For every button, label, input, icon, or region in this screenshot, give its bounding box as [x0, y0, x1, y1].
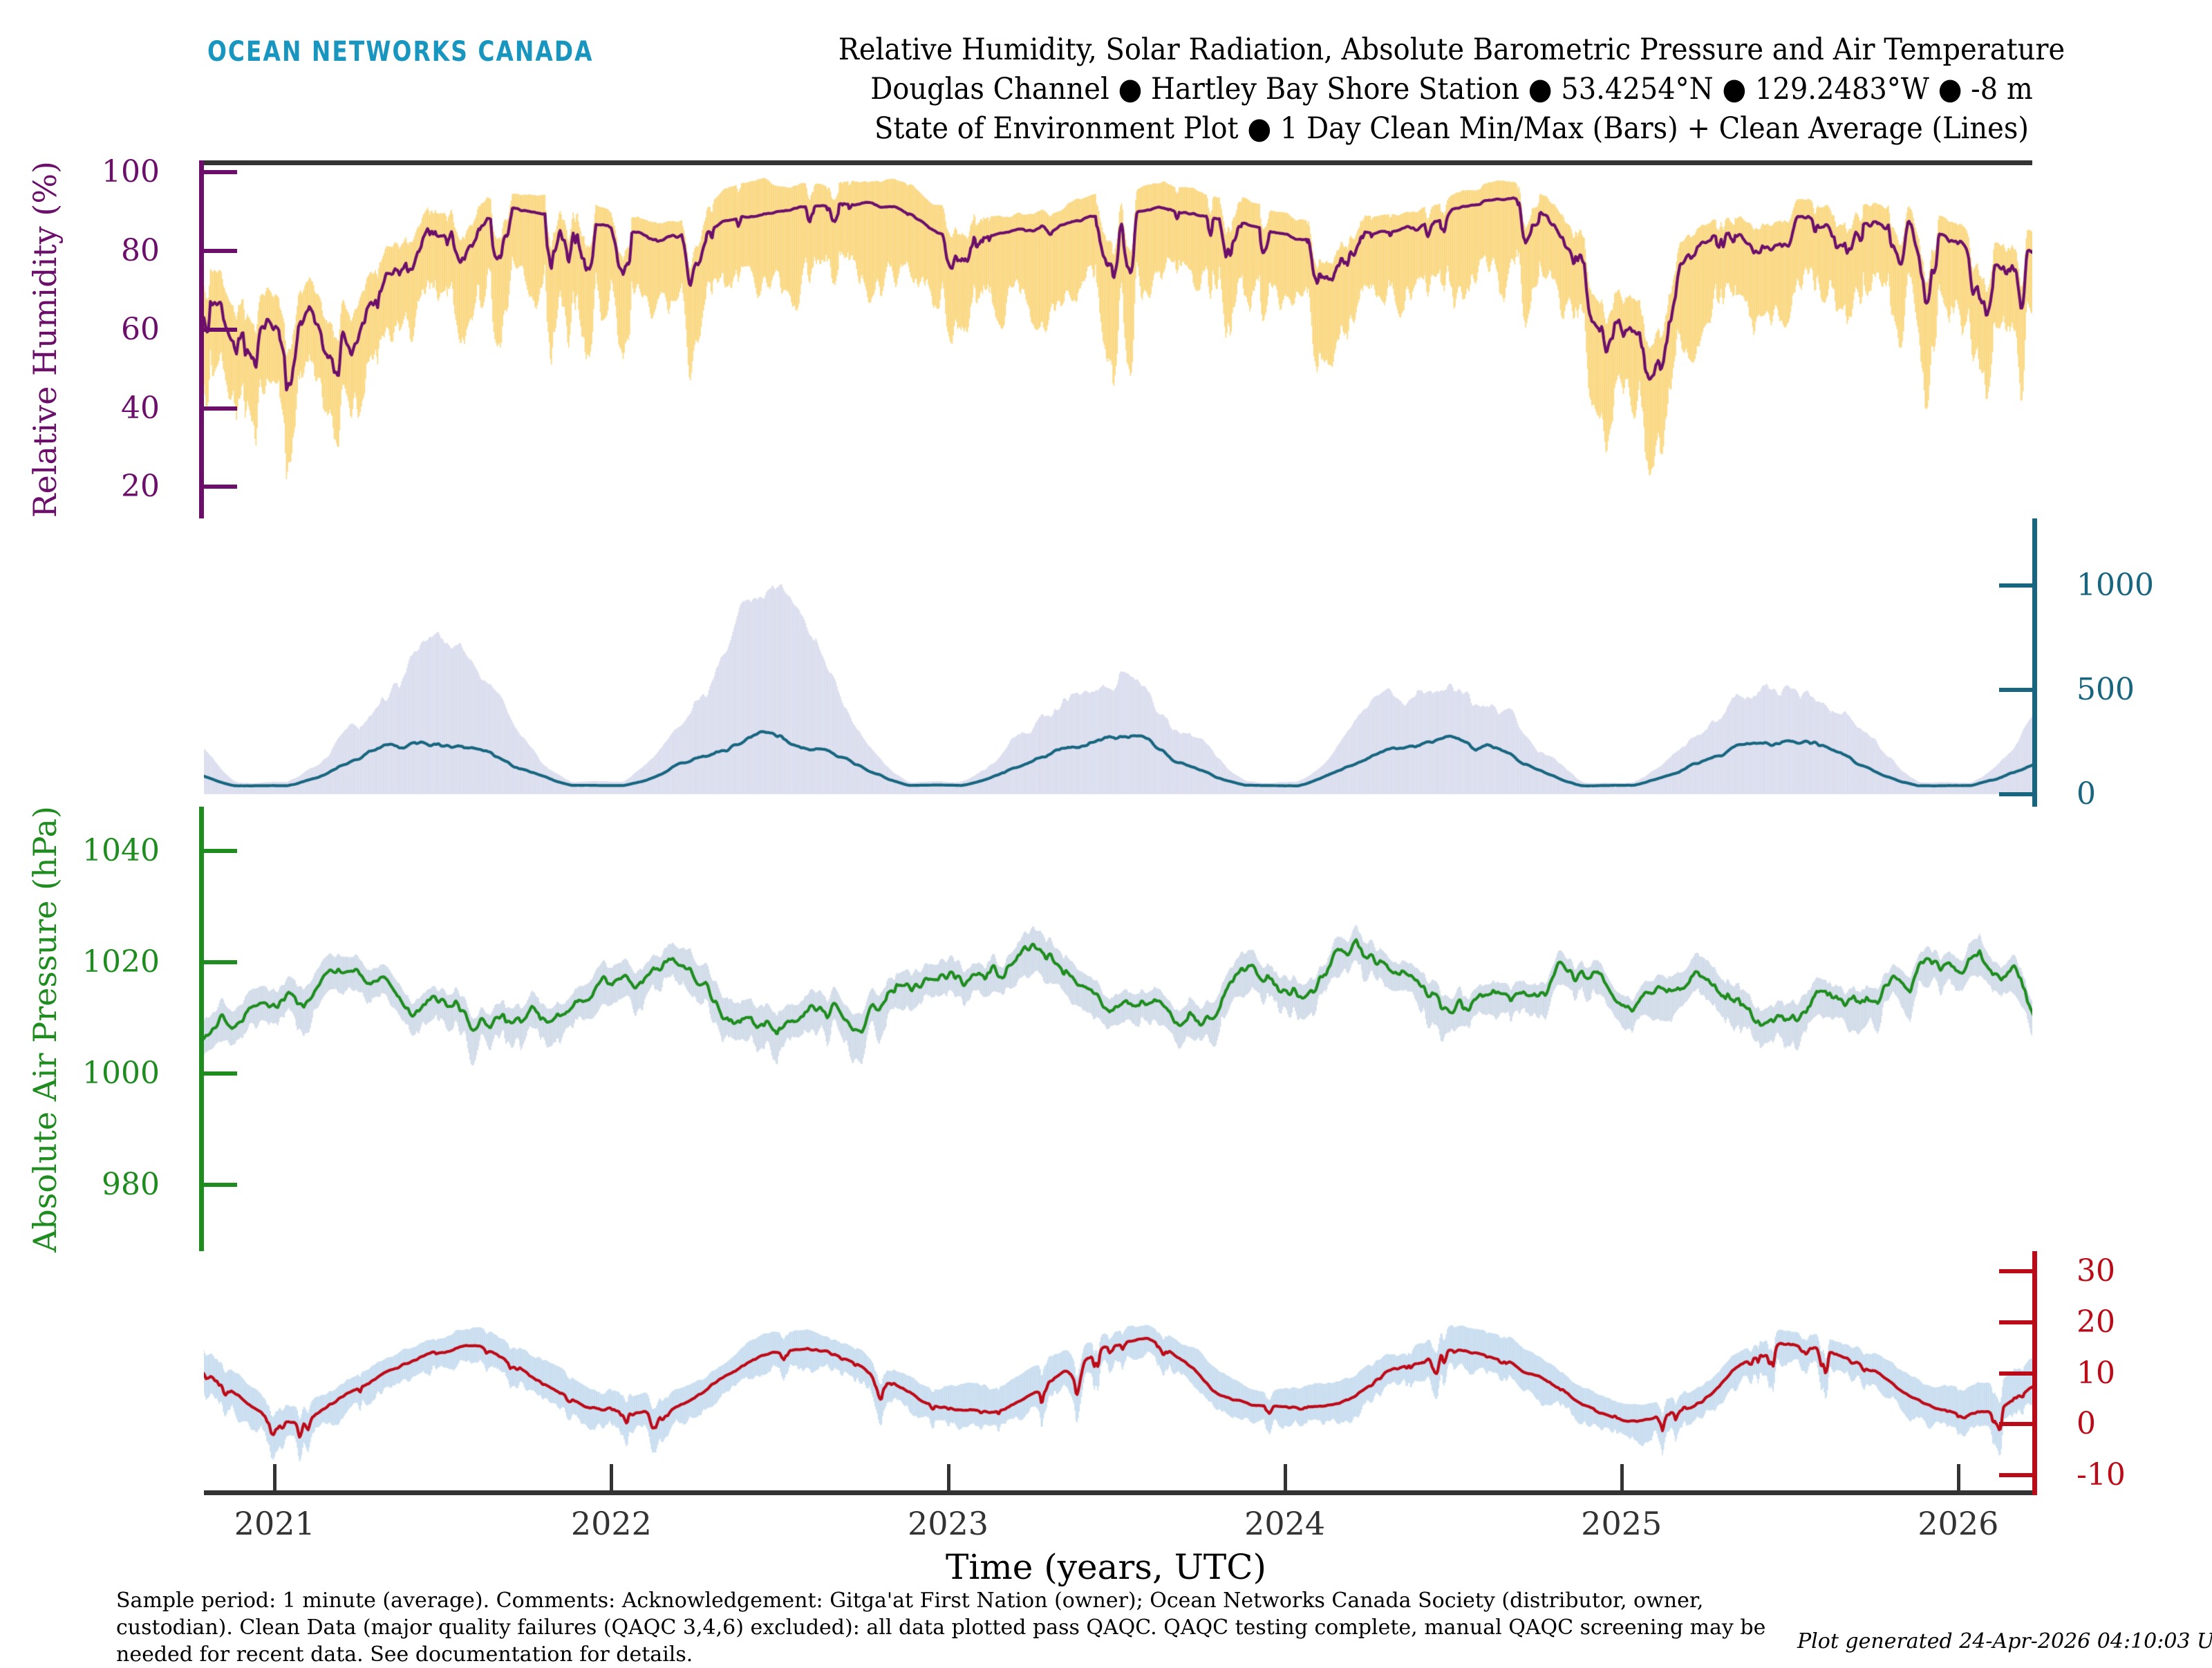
- plot-area: 20 40 60 80 100 Relative Humidity (%) 0 500 1000…: [26, 157, 2154, 1542]
- x-tick-label: 2021: [234, 1505, 315, 1542]
- x-tick-label: 2023: [907, 1505, 989, 1542]
- chart-title-block: Relative Humidity, Solar Radiation, Abso…: [760, 30, 2143, 149]
- tick-mark: [204, 327, 237, 332]
- x-tick-label: 2024: [1244, 1505, 1326, 1542]
- panel-global-radiation: [204, 518, 2032, 807]
- axis-absolute-air-pressure: 980 1000 1020 1040: [82, 807, 237, 1251]
- tick-mark: [1999, 583, 2032, 588]
- x-axis-label: Time (years, UTC): [946, 1547, 1266, 1587]
- tick-mark: [1999, 1269, 2032, 1274]
- chart-title-line-1: Relative Humidity, Solar Radiation, Abso…: [838, 32, 2065, 67]
- x-tick-mark: [273, 1464, 277, 1490]
- tick-label: 100: [102, 154, 160, 190]
- series-canvas-relative-humidity: [204, 160, 2032, 518]
- panel-air-temperature: [204, 1251, 2032, 1495]
- panel-absolute-air-pressure: [204, 807, 2032, 1251]
- x-tick-mark: [1283, 1464, 1287, 1490]
- tick-mark: [1999, 791, 2032, 796]
- tick-label: 0: [2077, 776, 2096, 812]
- tick-mark: [1999, 1371, 2032, 1376]
- tick-label: 1000: [2077, 567, 2154, 603]
- tick-label: 80: [121, 232, 160, 268]
- axis-title-relative-humidity: Relative Humidity (%): [26, 161, 64, 518]
- tick-label: 60: [121, 311, 160, 347]
- series-canvas-absolute-air-pressure: [204, 807, 2032, 1251]
- x-tick-label: 2025: [1581, 1505, 1662, 1542]
- tick-mark: [204, 849, 237, 854]
- x-tick-label: 2026: [1918, 1505, 1999, 1542]
- tick-label: 500: [2077, 671, 2135, 707]
- chart-title-line-3: State of Environment Plot ● 1 Day Clean …: [874, 111, 2029, 146]
- axis-relative-humidity: 20 40 60 80 100: [102, 157, 237, 518]
- tick-label: 20: [2077, 1304, 2115, 1340]
- x-tick-mark: [1956, 1464, 1960, 1490]
- x-tick-mark: [610, 1464, 614, 1490]
- tick-mark: [204, 1071, 237, 1076]
- footnote-text: Sample period: 1 minute (average). Comme…: [116, 1589, 1766, 1667]
- panel-relative-humidity: [204, 160, 2032, 518]
- tick-mark: [204, 248, 237, 253]
- tick-mark: [204, 406, 237, 411]
- x-tick-mark: [1620, 1464, 1624, 1490]
- tick-mark: [204, 485, 237, 489]
- tick-label: 980: [102, 1166, 160, 1202]
- tick-label: 0: [2077, 1406, 2096, 1442]
- tick-mark: [1999, 1422, 2032, 1427]
- tick-label: 20: [121, 469, 160, 505]
- tick-mark: [1999, 1472, 2032, 1477]
- x-tick-mark: [946, 1464, 950, 1490]
- tick-label: 30: [2077, 1253, 2115, 1289]
- tick-label: 1040: [82, 833, 160, 869]
- axis-title-absolute-air-pressure: Absolute Air Pressure (hPa): [26, 805, 64, 1253]
- tick-mark: [204, 1182, 237, 1187]
- ocean-networks-canada-logo: OCEAN NETWORKS CANADA: [207, 36, 594, 68]
- tick-label: 1000: [82, 1055, 160, 1091]
- tick-mark: [204, 960, 237, 965]
- tick-mark: [1999, 687, 2032, 692]
- generated-timestamp: Plot generated 24-Apr-2026 04:10:03 UTC: [1797, 1629, 2212, 1653]
- series-canvas-global-radiation: [204, 518, 2032, 807]
- x-tick-label: 2022: [570, 1505, 652, 1542]
- axis-air-temperature: -10 0 10 20 30: [1999, 1251, 2126, 1495]
- tick-mark: [204, 170, 237, 175]
- tick-mark: [1999, 1320, 2032, 1324]
- tick-label: -10: [2077, 1456, 2126, 1492]
- tick-label: 40: [121, 390, 160, 426]
- tick-label: 1020: [82, 944, 160, 980]
- tick-label: 10: [2077, 1355, 2115, 1391]
- series-canvas-air-temperature: [204, 1251, 2032, 1495]
- chart-title-line-2: Douglas Channel ● Hartley Bay Shore Stat…: [870, 72, 2033, 106]
- axis-global-radiation: 0 500 1000: [1999, 518, 2154, 809]
